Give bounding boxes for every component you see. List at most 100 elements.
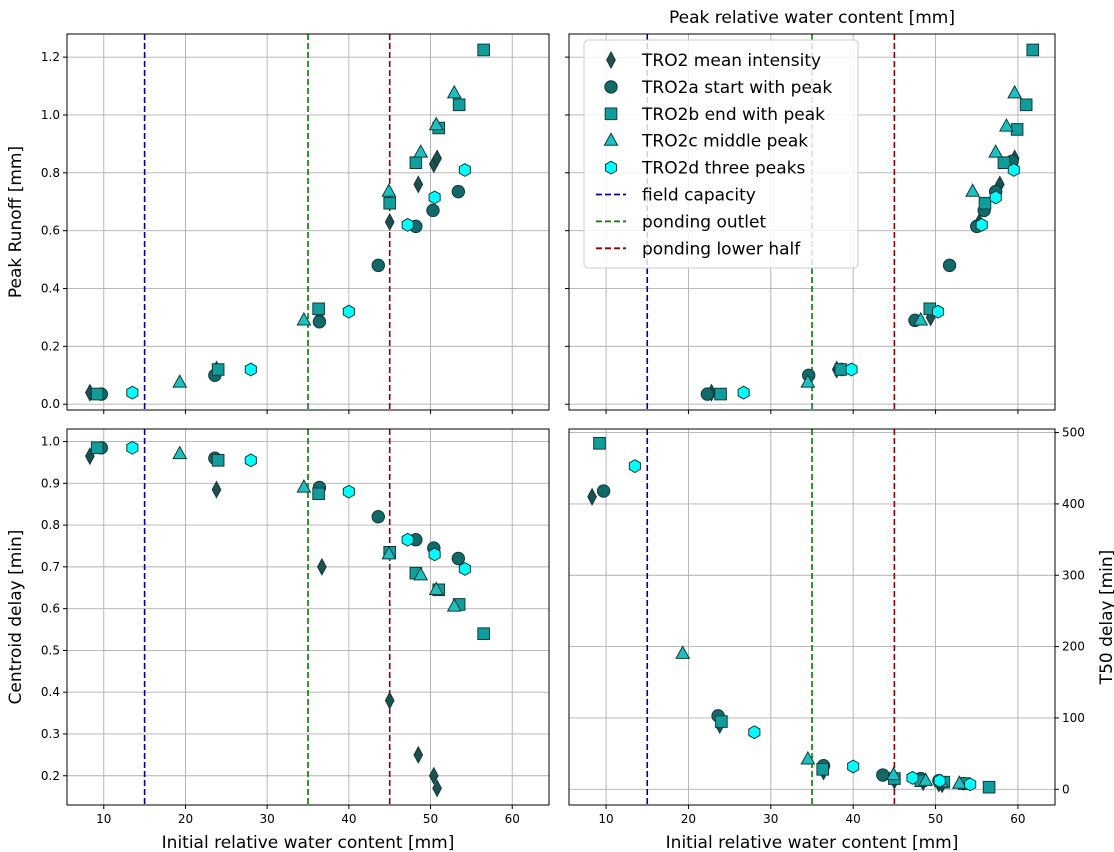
y-tick-label: 0.4 [41,282,60,296]
data-point [714,387,727,401]
x-tick-label: 20 [178,812,193,826]
x-tick-label: 30 [260,812,275,826]
data-point [413,175,424,194]
data-point [296,311,312,326]
data-point [126,440,139,455]
y-tick-label: 0.2 [41,769,60,783]
legend-label: field capacity [642,186,756,206]
data-point [428,581,444,595]
legend-box [583,39,859,269]
data-point [737,385,750,400]
data-point [452,98,466,112]
data-point [413,144,429,158]
data-point [401,217,414,232]
data-point [942,258,957,273]
series-a [94,441,466,566]
data-point [428,766,439,785]
data-point [975,217,988,232]
data-point [715,715,728,728]
data-point [428,547,441,562]
data-point [317,557,327,576]
data-point [451,184,466,199]
legend-marker [604,107,618,121]
y-tick-label: 0.6 [41,224,60,238]
data-point [90,387,104,401]
series-b [714,43,1040,401]
legend: TRO2 mean intensity TRO2a start with peak… [583,39,859,269]
data-point [401,532,414,547]
data-point [371,510,385,524]
y-tick-label: 0.2 [41,339,60,353]
y-tick-label: 1.0 [41,108,60,122]
y-tick-label: 0.4 [41,685,60,699]
axes-frame [568,428,1056,806]
series-c [172,84,462,388]
series-b [90,441,490,641]
y-tick-label: 1.0 [41,435,60,449]
legend-label: TRO2b end with peak [641,105,825,125]
data-point [700,387,715,401]
data-point [409,156,423,170]
data-point [211,454,225,467]
legend-label: ponding outlet [642,212,766,232]
series-d [126,440,471,576]
data-point [587,487,597,506]
y-axis-label: Centroid delay [min] [6,530,26,705]
data-point [834,363,848,376]
data-point [312,487,325,501]
ticks [565,56,1019,414]
data-point [989,190,1002,205]
series-b [90,43,490,401]
data-point [381,183,397,197]
data-point [371,258,385,273]
data-point [978,196,992,210]
y-tick-label: 500 [1062,426,1085,440]
data-point [312,315,327,329]
x-axis-label: Initial relative water content [mm] [162,833,455,852]
x-tick-label: 10 [598,812,613,826]
ticks: 10 20 30 40 50 60 0 100 200 300 400 500 [598,426,1084,826]
panel-top-right: Peak relative water content [mm] [565,8,1056,414]
data-point [1026,43,1040,57]
legend-entry: TRO2c middle peak [603,132,808,152]
y-tick-label: 0.7 [41,560,60,574]
data-point [172,445,188,460]
panel-title: Peak relative water content [mm] [669,8,955,28]
legend-label: ponding lower half [642,239,801,259]
y-tick-label: 0.6 [41,602,60,616]
data-point [477,43,490,57]
data-point [913,311,929,326]
x-tick-label: 60 [505,812,520,826]
data-point [428,116,444,131]
series-d [126,162,471,400]
legend-label: TRO2a start with peak [641,78,832,98]
legend-entry: ponding lower half [596,239,801,259]
data-point [432,779,442,798]
data-point [933,773,946,788]
data-point [446,84,462,99]
data-point [342,304,355,319]
legend-entry: TRO2a start with peak [604,78,832,98]
series-mean [85,447,442,798]
data-point [982,780,996,794]
data-point [384,691,395,710]
y-tick-label: 0 [1062,782,1070,796]
series-d [737,162,1020,400]
legend-label: TRO2d three peaks [641,159,805,179]
series-mean [587,487,948,794]
data-point [312,302,325,316]
data-point [413,745,424,764]
series-d [628,459,977,792]
data-point [748,725,761,740]
legend-marker [604,160,618,175]
data-point [244,362,257,377]
series-c [172,445,462,612]
ticks: 0.0 0.2 0.4 0.6 0.8 1.0 1.2 [41,50,513,414]
x-tick-label: 20 [681,812,696,826]
data-point [1019,98,1033,112]
panel-top-left: 0.0 0.2 0.4 0.6 0.8 1.0 1.2 Peak Runoff [mm] [6,33,550,414]
data-point [596,484,611,498]
y-tick-label: 0.3 [41,727,60,741]
x-tick-label: 40 [341,812,356,826]
data-point [1010,123,1024,136]
